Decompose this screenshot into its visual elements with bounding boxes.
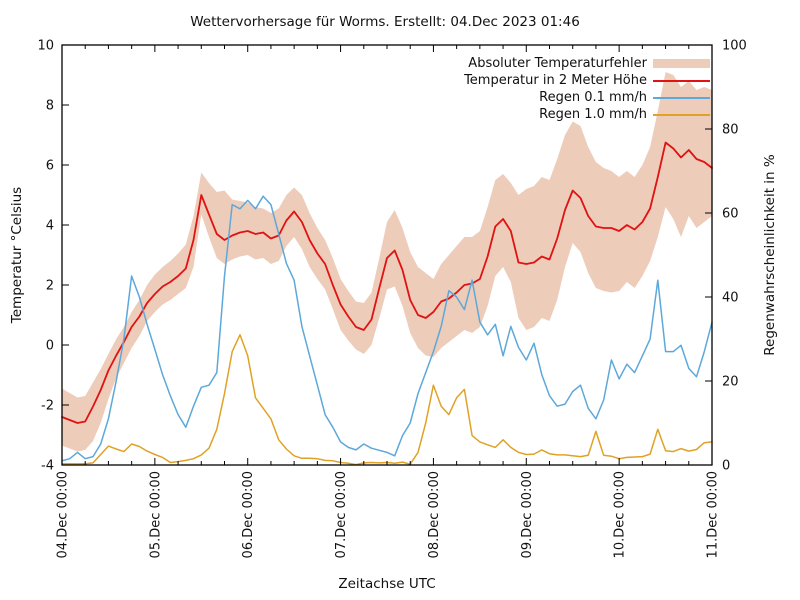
y-left-tick-label: -4 xyxy=(41,459,54,474)
rain-01-line xyxy=(61,195,713,462)
y-right-tick-label: 0 xyxy=(722,459,730,474)
y-left-tick-label: 4 xyxy=(46,219,54,234)
chart-title: Wettervorhersage für Worms. Erstellt: 04… xyxy=(190,14,580,30)
x-tick-label: 07.Dec 00:00 xyxy=(334,471,349,558)
y-left-tick-label: -2 xyxy=(41,399,54,414)
x-tick-label: 09.Dec 00:00 xyxy=(520,471,535,558)
legend-swatch-temperature xyxy=(653,79,710,82)
legend-swatch-rain-10 xyxy=(653,113,710,116)
y-right-tick-label: 100 xyxy=(722,39,747,54)
y-right-tick-label: 20 xyxy=(722,375,739,390)
y-left-tick-label: 10 xyxy=(37,39,54,54)
x-tick-label: 08.Dec 00:00 xyxy=(427,471,442,558)
x-tick-label: 10.Dec 00:00 xyxy=(613,471,628,558)
legend-swatch-rain-01 xyxy=(653,96,710,99)
temperature-error-band xyxy=(62,72,712,452)
legend-row-rain-01: Regen 0.1 mm/h xyxy=(464,89,710,106)
x-tick-label: 04.Dec 00:00 xyxy=(56,471,71,558)
x-tick-label: 06.Dec 00:00 xyxy=(241,471,256,558)
y-left-tick-label: 6 xyxy=(46,159,54,174)
legend-label-error-band: Absoluter Temperaturfehler xyxy=(468,56,647,71)
y-right-tick-label: 60 xyxy=(722,207,739,222)
temperature-line xyxy=(61,141,713,424)
rain-10-line xyxy=(61,334,713,466)
x-tick-label: 05.Dec 00:00 xyxy=(148,471,163,558)
y-right-tick-label: 80 xyxy=(722,123,739,138)
y-left-tick-label: 8 xyxy=(46,99,54,114)
x-tick-label: 11.Dec 00:00 xyxy=(706,471,721,558)
legend-swatch-error-band xyxy=(653,59,710,68)
legend-label-rain-01: Regen 0.1 mm/h xyxy=(539,90,647,105)
y-left-tick-label: 2 xyxy=(46,279,54,294)
legend-row-error-band: Absoluter Temperaturfehler xyxy=(464,55,710,72)
legend-label-temperature: Temperatur in 2 Meter Höhe xyxy=(464,73,647,88)
x-axis-label: Zeitachse UTC xyxy=(338,576,436,592)
legend-row-temperature: Temperatur in 2 Meter Höhe xyxy=(464,72,710,89)
legend-row-rain-10: Regen 1.0 mm/h xyxy=(464,106,710,123)
legend: Absoluter Temperaturfehler Temperatur in… xyxy=(464,55,710,123)
legend-label-rain-10: Regen 1.0 mm/h xyxy=(539,107,647,122)
y-left-tick-label: 0 xyxy=(46,339,54,354)
y-right-tick-label: 40 xyxy=(722,291,739,306)
